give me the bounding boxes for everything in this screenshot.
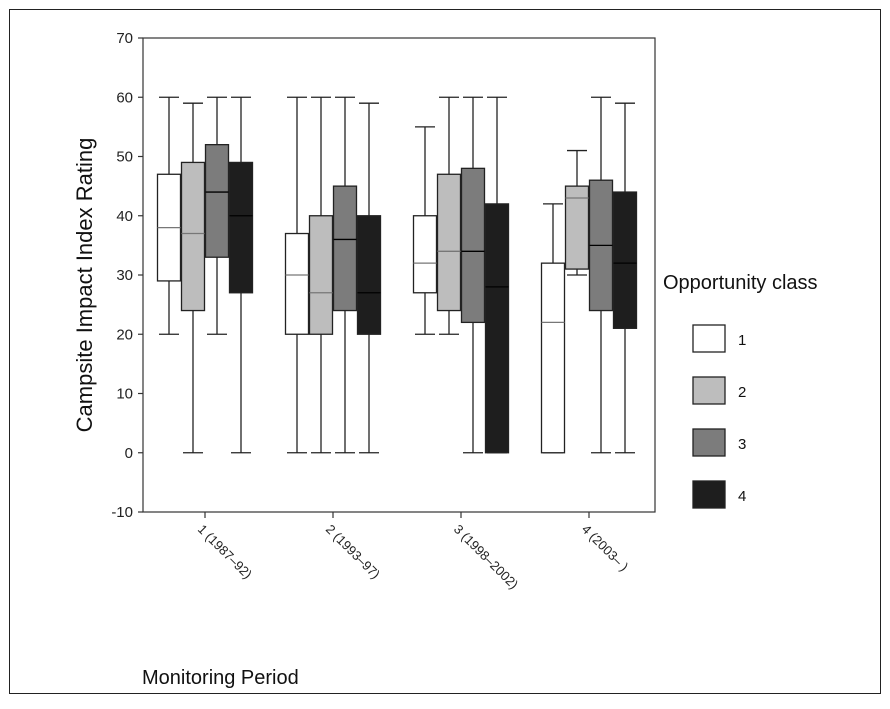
legend-swatch-3 [692, 428, 726, 457]
box-iqr [332, 185, 358, 312]
box-class1-period2 [284, 96, 310, 454]
figure-frame [9, 9, 881, 694]
box-iqr [180, 161, 206, 312]
legend: 1 2 3 4 [692, 324, 746, 509]
legend-swatch-4 [692, 480, 726, 509]
box-iqr [484, 203, 510, 454]
box-iqr [356, 215, 382, 335]
box-iqr [460, 167, 486, 324]
y-tick-label: -10 [111, 504, 133, 521]
x-tick-label: 4 (2003– ) [579, 522, 632, 575]
y-tick-label: 0 [125, 445, 133, 462]
box-iqr [308, 215, 334, 335]
box-class3-period2 [332, 96, 358, 454]
box-class4-period2 [356, 102, 382, 454]
box-class4-period3 [484, 96, 510, 454]
y-tick-label: 30 [116, 267, 133, 284]
box-class3-period4 [588, 96, 614, 454]
box-class4-period4 [612, 102, 638, 454]
box-class1-period4 [540, 203, 566, 454]
box-class3-period1 [204, 96, 230, 335]
legend-title: Opportunity class [663, 272, 818, 294]
legend-swatch-2 [692, 376, 726, 405]
box-iqr [540, 262, 566, 454]
boxes [156, 96, 638, 454]
x-axis-ticks: 1 (1987–92) 2 (1993–97) 3 (1998–2002) 4 (20… [195, 512, 632, 592]
box-class2-period1 [180, 102, 206, 454]
box-iqr [228, 161, 254, 294]
x-tick-label: 3 (1998–2002) [451, 522, 521, 592]
legend-swatch-1 [692, 324, 726, 353]
legend-label-2: 2 [738, 384, 746, 401]
y-tick-label: 10 [116, 386, 133, 403]
box-iqr [436, 173, 462, 312]
box-class3-period3 [460, 96, 486, 454]
y-tick-label: 60 [116, 89, 133, 106]
x-tick-label: 2 (1993–97) [323, 522, 383, 582]
box-class1-period3 [412, 126, 438, 335]
y-tick-label: 40 [116, 208, 133, 225]
x-axis-title: Monitoring Period [142, 667, 299, 689]
box-class2-period4 [564, 149, 590, 276]
x-tick-label: 1 (1987–92) [195, 522, 255, 582]
box-class2-period2 [308, 96, 334, 454]
y-tick-label: 70 [116, 30, 133, 47]
legend-label-4: 4 [738, 488, 746, 505]
y-tick-label: 20 [116, 326, 133, 343]
box-iqr [564, 185, 590, 270]
legend-label-1: 1 [738, 332, 746, 349]
y-axis-ticks: -10 0 10 20 30 40 50 60 70 [111, 30, 143, 521]
box-iqr [612, 191, 638, 329]
box-iqr [284, 232, 310, 335]
box-iqr [204, 143, 230, 258]
box-iqr [412, 215, 438, 294]
y-tick-label: 50 [116, 149, 133, 166]
box-class1-period1 [156, 96, 182, 335]
box-class2-period3 [436, 96, 462, 335]
legend-label-3: 3 [738, 436, 746, 453]
y-axis-title: Campsite Impact Index Rating [72, 138, 97, 433]
box-class4-period1 [228, 96, 254, 454]
